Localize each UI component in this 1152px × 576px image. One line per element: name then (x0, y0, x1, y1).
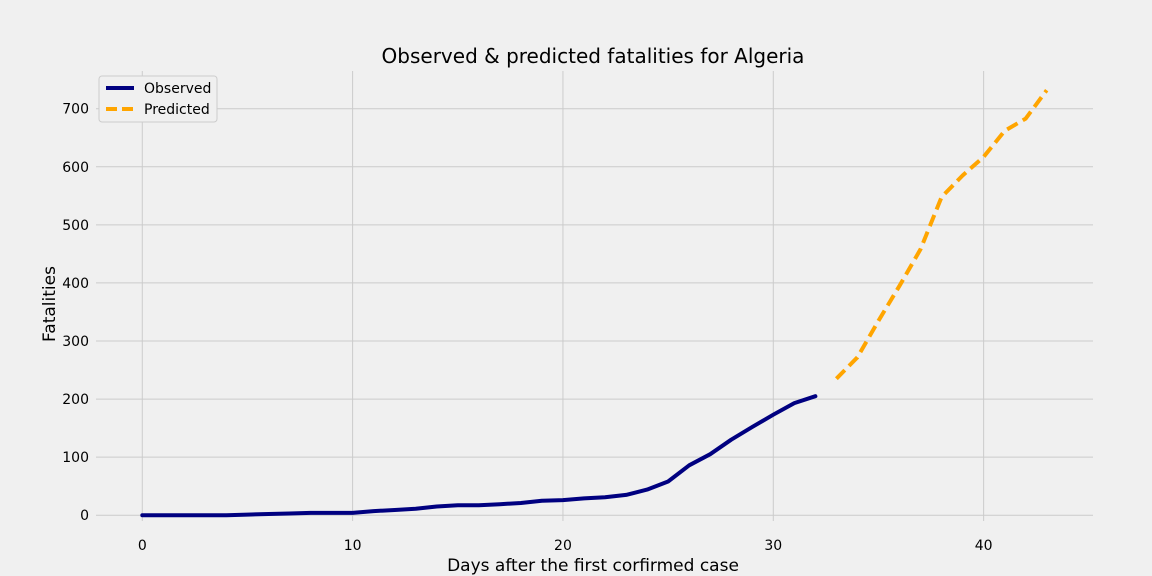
grid-lines (96, 71, 1093, 521)
series-lines (140, 89, 1049, 518)
y-tick-labels: 0 100 200 300 400 500 600 700 (62, 102, 89, 524)
x-tick-label: 0 (138, 538, 147, 554)
chart-title: Observed & predicted fatalities for Alge… (382, 44, 805, 68)
y-tick-label: 500 (62, 218, 89, 234)
x-axis-label: Days after the first corfirmed case (447, 556, 739, 576)
y-axis-label: Fatalities (40, 266, 60, 342)
legend-predicted-label: Predicted (144, 102, 210, 118)
y-tick-label: 600 (62, 160, 89, 176)
y-tick-label: 0 (80, 508, 89, 524)
x-tick-label: 10 (344, 538, 362, 554)
y-tick-label: 300 (62, 334, 89, 350)
x-tick-label: 40 (975, 538, 993, 554)
y-tick-label: 400 (62, 276, 89, 292)
x-tick-label: 30 (764, 538, 782, 554)
y-tick-label: 700 (62, 102, 89, 118)
legend: Observed Predicted (98, 75, 218, 123)
legend-observed-label: Observed (144, 81, 211, 97)
x-tick-labels: 0 10 20 30 40 (138, 538, 993, 554)
series-line-predicted (834, 89, 1049, 381)
series-line-observed (140, 394, 818, 518)
y-tick-label: 200 (62, 392, 89, 408)
y-tick-label: 100 (62, 450, 89, 466)
x-tick-label: 20 (554, 538, 572, 554)
